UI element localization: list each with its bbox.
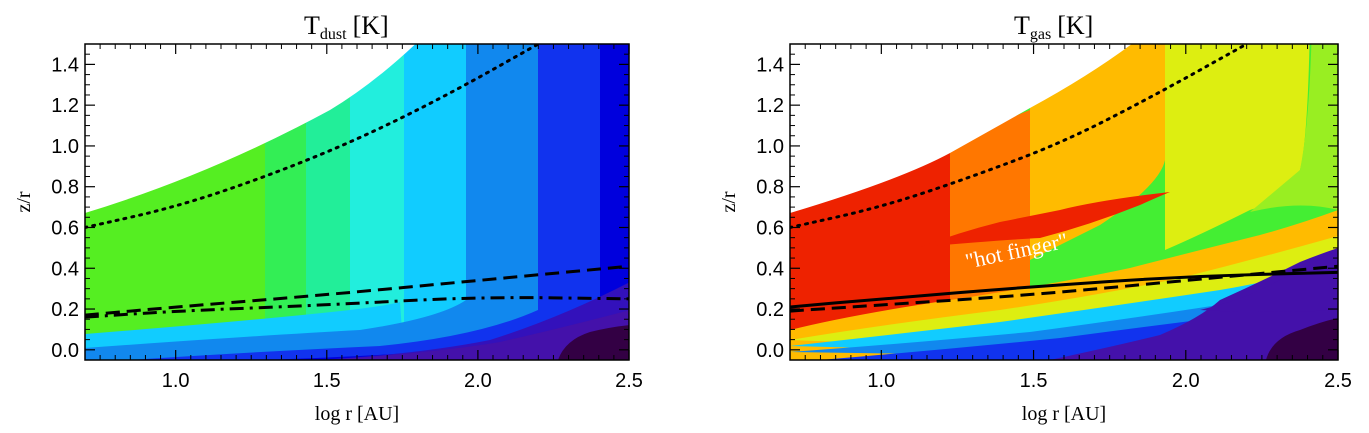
tdust-curve-dotted	[85, 44, 540, 229]
tdust-curve-dash-dot	[85, 296, 629, 319]
tgas-ytick-label: 0.0	[756, 340, 784, 362]
tdust-xlabel: log r [AU]	[315, 403, 399, 425]
tdust-curves	[85, 44, 629, 319]
tdust-contour-b6	[330, 310, 629, 360]
tgas-hot-finger	[920, 192, 1170, 247]
panel-tdust: 1.0 1.5 2.0 2.5 0.0 0.2 0.4 0.6 0.8 1.0 1.2 1.4 Tdu…	[13, 11, 643, 425]
tgas-xlabel: log r [AU]	[1022, 403, 1106, 425]
tgas-band-purple-right	[1200, 250, 1338, 312]
tgas-surface-mask	[790, 44, 1132, 213]
tgas-curve-dashed	[790, 264, 1338, 313]
tgas-ytick-label: 1.4	[756, 54, 784, 76]
tdust-contour-corner	[558, 325, 629, 360]
tdust-contour-fill	[85, 44, 629, 360]
tdust-ytick-label: 0.2	[51, 299, 79, 321]
tgas-curves	[790, 44, 1338, 313]
tgas-ytick-label: 0.2	[756, 299, 784, 321]
tdust-band-5	[404, 44, 466, 360]
tgas-ytick-label: 0.4	[756, 258, 784, 280]
tgas-band-purple	[1050, 248, 1338, 360]
tdust-band-3	[306, 67, 350, 360]
tdust-ylabel: z/r	[13, 191, 35, 212]
tdust-ytick-label: 0.4	[51, 258, 79, 280]
tgas-ylabel: z/r	[718, 191, 740, 212]
tdust-band-8	[600, 44, 629, 360]
tdust-band-6	[466, 44, 538, 360]
tdust-ytick-label: 0.6	[51, 217, 79, 239]
tgas-curve-dotted	[790, 44, 1249, 229]
tdust-ytick-label: 1.0	[51, 136, 79, 158]
tgas-curve-solid	[790, 270, 1338, 309]
tdust-contour-b3	[130, 310, 538, 360]
tgas-ytick-label: 1.0	[756, 136, 784, 158]
tgas-xtick-label: 2.0	[1172, 370, 1200, 392]
tgas-ytick-label: 1.2	[756, 95, 784, 117]
tgas-xtick-label: 1.0	[867, 370, 895, 392]
tdust-band-1	[85, 122, 265, 360]
tgas-band-yellow	[1165, 44, 1310, 360]
tdust-band-7	[538, 44, 600, 360]
tdust-band-2	[265, 97, 306, 360]
tgas-band-lightgreen	[1250, 44, 1338, 212]
tdust-contour-b2	[85, 300, 466, 360]
tdust-title: Tdust [K]	[304, 11, 389, 43]
tgas-ytick-label: 0.6	[756, 217, 784, 239]
tgas-title: Tgas [K]	[1014, 11, 1093, 43]
tgas-xtick-label: 1.5	[1020, 370, 1048, 392]
tdust-ticks: 1.0 1.5 2.0 2.5 0.0 0.2 0.4 0.6 0.8 1.0 1.2 1.4	[51, 43, 643, 392]
tdust-xtick-label: 2.0	[464, 370, 492, 392]
tgas-ytick-label: 0.8	[756, 177, 784, 199]
tdust-ytick-label: 0.0	[51, 340, 79, 362]
tgas-contour-fill	[790, 44, 1338, 360]
tdust-curve-dashed	[85, 264, 629, 317]
tgas-band-orange-light	[1030, 44, 1165, 360]
panel-tgas: "hot finger" 1.0 1.5 2.0 2.50.00.20.40.60.8…	[718, 11, 1352, 425]
tdust-xtick-label: 1.0	[162, 370, 190, 392]
tdust-xtick-label: 1.5	[313, 370, 341, 392]
tgas-xtick-label: 2.5	[1324, 370, 1352, 392]
tdust-band-4	[350, 44, 404, 360]
tdust-ytick-label: 0.8	[51, 177, 79, 199]
tgas-corner	[1266, 318, 1338, 360]
tgas-ticks: 1.0 1.5 2.0 2.5 0.0 0.2 0.4 0.6 0.8 1.0 1.2 1.4	[756, 43, 1352, 392]
tdust-xtick-label: 2.5	[615, 370, 643, 392]
tdust-surface-mask	[85, 44, 416, 213]
tdust-ytick-label: 1.4	[51, 54, 79, 76]
tdust-ytick-label: 1.2	[51, 95, 79, 117]
